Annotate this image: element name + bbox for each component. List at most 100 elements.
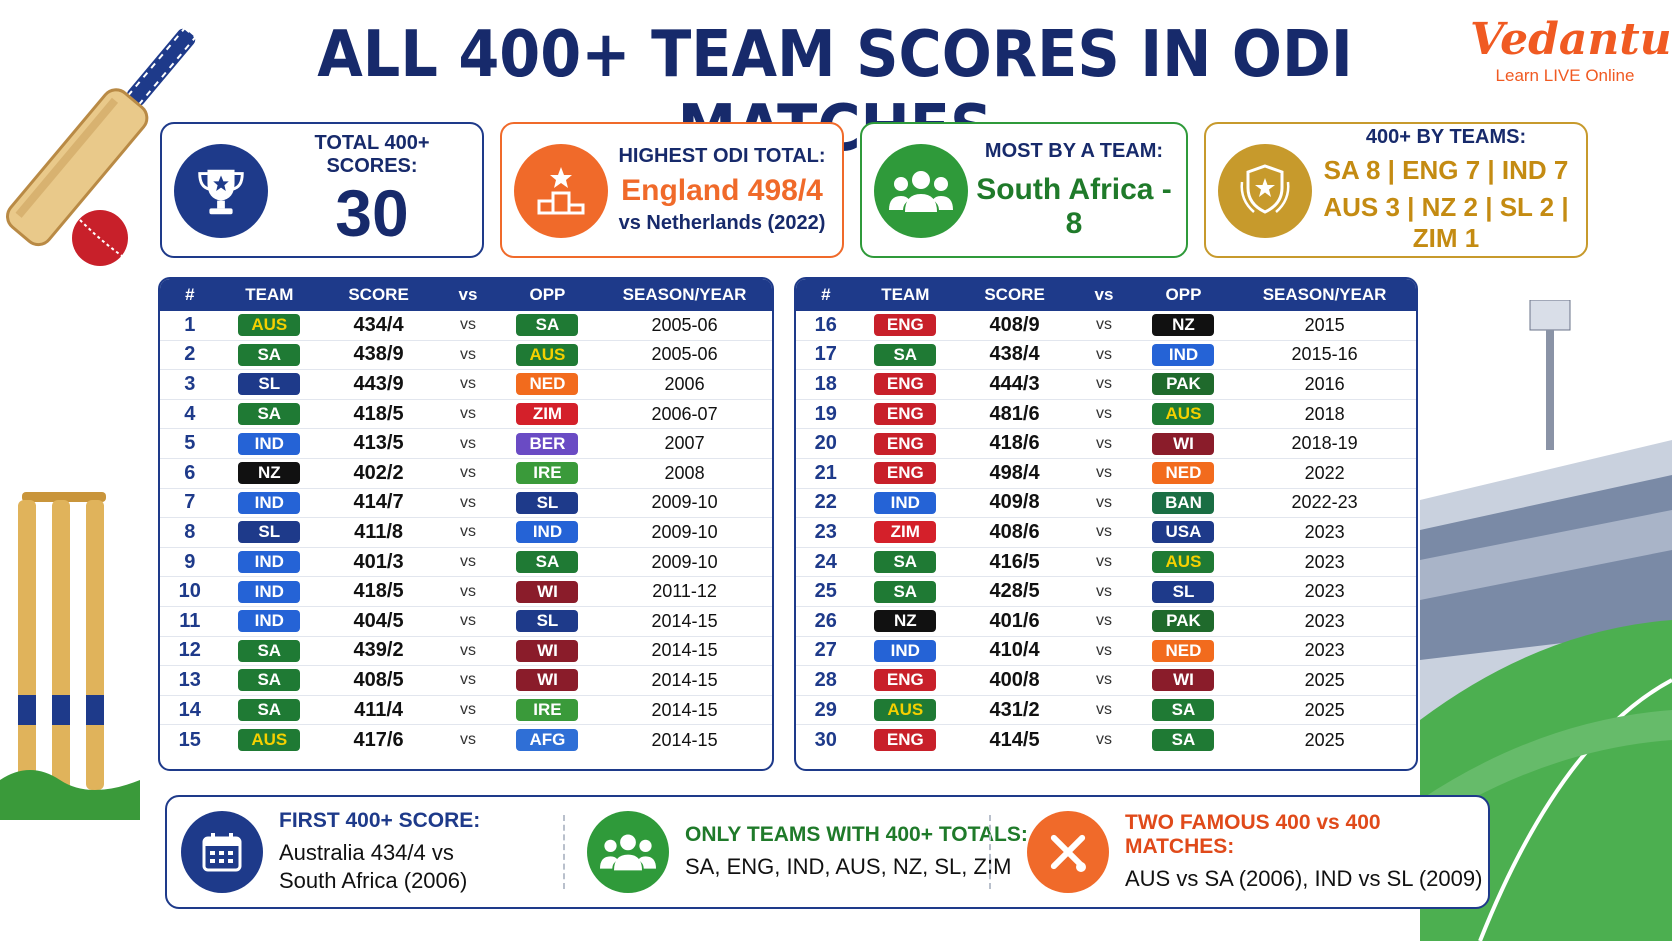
opponent-cell: SL — [498, 610, 597, 633]
score-cell: 401/6 — [989, 609, 1040, 632]
opponent-badge: SL — [516, 491, 579, 514]
vs-cell: vs — [1096, 375, 1112, 393]
season-cell: 2023 — [1304, 610, 1345, 631]
row-number: 11 — [179, 609, 201, 632]
table-row: 14 SA 411/4 vs IRE 2014-15 — [160, 696, 772, 726]
row-number: 25 — [814, 580, 837, 603]
season-cell: 2005-06 — [651, 314, 718, 335]
table-row: 24 SA 416/5 vs AUS 2023 — [796, 548, 1416, 578]
table-row: 26 NZ 401/6 vs PAK 2023 — [796, 607, 1416, 637]
team-badge: NZ — [874, 610, 937, 633]
row-number: 24 — [814, 550, 837, 573]
table-row: 1 AUS 434/4 vs SA 2005-06 — [160, 311, 772, 341]
opponent-badge: SA — [1152, 729, 1215, 752]
season-cell: 2008 — [664, 462, 705, 483]
team-badge: SL — [238, 521, 301, 544]
row-number: 21 — [814, 461, 837, 484]
team-cell: IND — [856, 639, 955, 662]
team-cell: ENG — [856, 373, 955, 396]
opponent-badge: IRE — [516, 699, 579, 722]
season-cell: 2009-10 — [651, 551, 718, 572]
team-badge: ENG — [874, 432, 937, 455]
row-number: 8 — [184, 520, 196, 543]
opponent-badge: USA — [1152, 521, 1215, 544]
header-team: TEAM — [245, 285, 294, 304]
opponent-badge: ZIM — [516, 403, 579, 426]
team-badge: ENG — [874, 729, 937, 752]
table-row: 18 ENG 444/3 vs PAK 2016 — [796, 370, 1416, 400]
vs-cell: vs — [1096, 523, 1112, 541]
fact-famous-body: AUS vs SA (2006), IND vs SL (2009) — [1125, 866, 1483, 891]
score-cell: 418/5 — [353, 580, 404, 603]
opponent-badge: WI — [1152, 432, 1215, 455]
header-score: SCORE — [984, 285, 1045, 304]
fact-famous-heading: TWO FAMOUS 400 vs 400 MATCHES: — [1125, 811, 1381, 858]
team-badge: AUS — [238, 314, 301, 337]
table-row: 30 ENG 414/5 vs SA 2025 — [796, 725, 1416, 755]
vs-cell: vs — [459, 701, 476, 719]
season-cell: 2007 — [664, 433, 705, 454]
table-row: 28 ENG 400/8 vs WI 2025 — [796, 666, 1416, 696]
team-badge: SA — [238, 699, 301, 722]
stumps-illustration — [0, 492, 140, 820]
team-badge: SA — [874, 343, 937, 366]
team-cell: ENG — [856, 729, 955, 752]
vs-cell: vs — [459, 345, 476, 363]
row-number: 3 — [184, 372, 196, 395]
podium-icon — [514, 144, 608, 238]
table-row: 8 SL 411/8 vs IND 2009-10 — [160, 518, 772, 548]
row-number: 1 — [184, 313, 196, 336]
row-number: 2 — [184, 343, 196, 366]
row-number: 26 — [814, 609, 837, 632]
table-row: 29 AUS 431/2 vs SA 2025 — [796, 696, 1416, 726]
header-vs: vs — [1094, 285, 1114, 304]
season-cell: 2014-15 — [651, 729, 718, 750]
opponent-cell: IRE — [498, 462, 597, 485]
score-cell: 408/5 — [353, 668, 404, 691]
team-cell: SA — [220, 403, 319, 426]
opponent-badge: AUS — [1152, 403, 1215, 426]
table-header: # TEAM SCORE vs OPP SEASON/YEAR — [796, 279, 1416, 311]
team-badge: SA — [238, 669, 301, 692]
season-cell: 2025 — [1304, 699, 1345, 720]
vs-cell: vs — [459, 523, 476, 541]
opponent-cell: WI — [498, 580, 597, 603]
team-badge: ENG — [874, 373, 937, 396]
team-badge: IND — [238, 610, 301, 633]
opponent-badge: BER — [516, 432, 579, 455]
team-badge: AUS — [874, 699, 937, 722]
table-row: 9 IND 401/3 vs SA 2009-10 — [160, 548, 772, 578]
score-cell: 418/5 — [353, 402, 404, 425]
header-score: SCORE — [348, 285, 409, 304]
season-cell: 2014-15 — [651, 699, 718, 720]
team-cell: IND — [856, 491, 955, 514]
table-row: 13 SA 408/5 vs WI 2014-15 — [160, 666, 772, 696]
opponent-badge: NED — [1152, 639, 1215, 662]
table-row: 21 ENG 498/4 vs NED 2022 — [796, 459, 1416, 489]
table-row: 23 ZIM 408/6 vs USA 2023 — [796, 518, 1416, 548]
vs-cell: vs — [1096, 434, 1112, 452]
score-cell: 418/6 — [989, 432, 1040, 455]
season-cell: 2018 — [1304, 403, 1345, 424]
table-body: 16 ENG 408/9 vs NZ 2015 17 SA 438/4 vs IND 2015-16 1… — [796, 311, 1416, 755]
team-badge: IND — [238, 432, 301, 455]
total-scores-value: 30 — [335, 176, 409, 250]
team-badge: IND — [874, 491, 937, 514]
team-cell: IND — [220, 610, 319, 633]
scores-table-right: # TEAM SCORE vs OPP SEASON/YEAR 16 ENG 408… — [794, 277, 1418, 771]
vs-cell: vs — [1096, 553, 1112, 571]
vs-cell: vs — [1096, 345, 1112, 363]
opponent-badge: SA — [516, 551, 579, 574]
brand-tagline: Learn LIVE Online — [1495, 66, 1635, 85]
season-cell: 2018-19 — [1291, 433, 1358, 454]
score-cell: 434/4 — [353, 313, 404, 336]
header-season: SEASON/YEAR — [1262, 285, 1387, 304]
opponent-badge: WI — [516, 639, 579, 662]
team-badge: IND — [874, 639, 937, 662]
opponent-cell: WI — [1134, 669, 1233, 692]
facts-bar: FIRST 400+ SCORE: Australia 434/4 vs Sou… — [165, 795, 1490, 909]
vs-cell: vs — [1096, 731, 1112, 749]
most-by-team-value: South Africa - 8 — [976, 172, 1172, 240]
opponent-cell: SA — [1134, 729, 1233, 752]
highest-total-opponent: vs Netherlands (2022) — [618, 212, 826, 234]
